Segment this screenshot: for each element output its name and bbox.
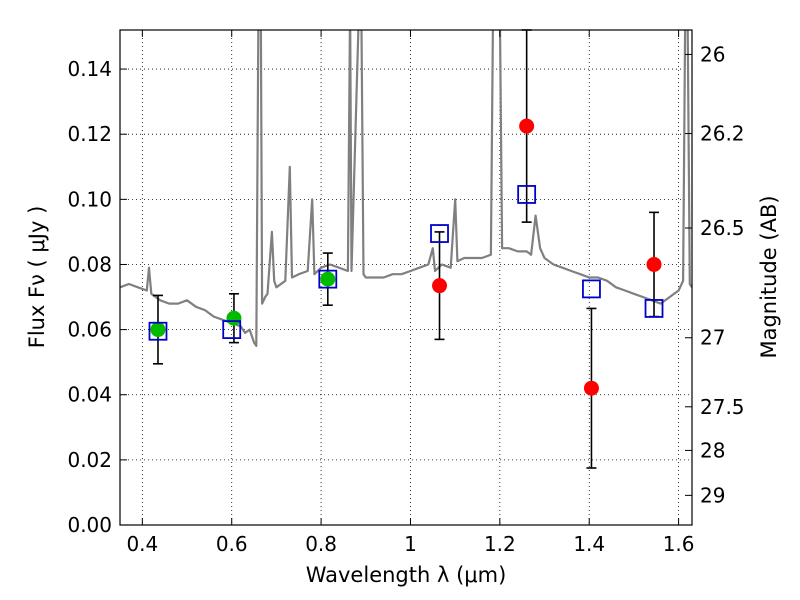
x-tick-label: 1.4 — [573, 532, 605, 556]
right-tick-label: 26 — [700, 42, 725, 66]
x-tick-label: 0.4 — [126, 532, 158, 556]
x-tick-label: 1.6 — [663, 532, 695, 556]
right-tick-label: 26.2 — [700, 122, 745, 146]
x-tick-label: 1.2 — [484, 532, 516, 556]
y-tick-label: 0.00 — [67, 513, 112, 537]
y-tick-label: 0.14 — [67, 57, 112, 81]
y-tick-label: 0.08 — [67, 252, 112, 276]
tick-layer: 0.4 0.6 0.8 1 1.2 1.4 1.6 0.00 0.02 0.04 0.06 0.08 0… — [67, 30, 745, 556]
measured-point — [583, 380, 599, 396]
x-axis-label: Wavelength λ (μm) — [306, 563, 507, 587]
plot-frame — [119, 29, 693, 526]
right-tick-label: 26.5 — [700, 216, 745, 240]
detection-point — [226, 310, 242, 326]
right-tick-label: 27 — [700, 326, 725, 350]
y-tick-label: 0.02 — [67, 448, 112, 472]
measured-point — [646, 256, 662, 272]
x-tick-label: 0.6 — [216, 532, 248, 556]
model-point — [582, 279, 601, 299]
right-tick-label: 29 — [700, 483, 725, 507]
measured-point — [432, 278, 448, 294]
model-point — [148, 321, 168, 341]
right-tick-label: 28 — [700, 438, 725, 462]
grid-layer — [120, 30, 692, 526]
y-tick-label: 0.12 — [67, 122, 112, 146]
detection-point — [150, 322, 166, 338]
model-point — [222, 320, 242, 340]
x-tick-label: 0.8 — [305, 532, 337, 556]
y-axis-label: Flux Fν ( μJy ) — [25, 206, 49, 349]
model-point — [517, 185, 537, 204]
detection-point — [320, 271, 336, 287]
y-tick-label: 0.06 — [67, 318, 112, 342]
model-point — [430, 224, 449, 243]
x-tick-label: 1 — [404, 532, 417, 556]
right-axis-label: Magnitude (AB) — [757, 195, 781, 358]
y-tick-label: 0.10 — [67, 187, 112, 211]
model-point — [644, 299, 664, 318]
marker-layer — [148, 118, 664, 396]
measured-point — [519, 118, 535, 134]
model-point — [318, 269, 338, 289]
right-tick-label: 27.5 — [700, 395, 745, 419]
template-spectrum-line — [120, 30, 692, 347]
y-tick-label: 0.04 — [67, 383, 112, 407]
errorbar-layer — [152, 29, 660, 469]
